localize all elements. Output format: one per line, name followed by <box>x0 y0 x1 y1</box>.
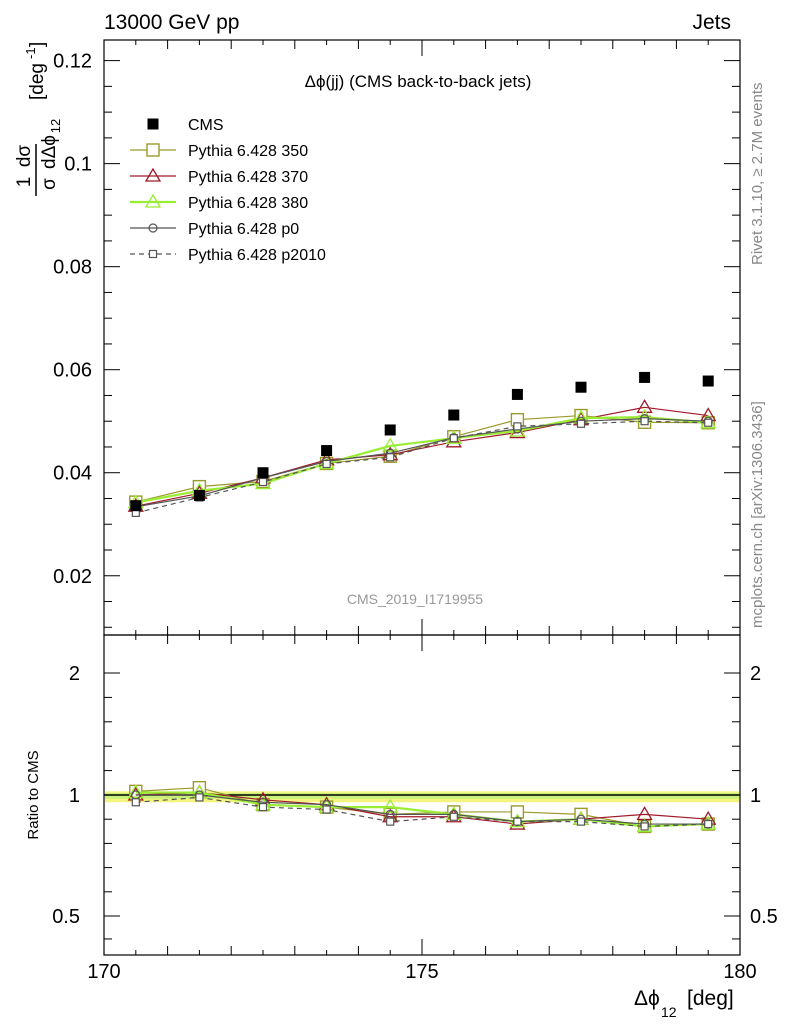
y-tick-label: 0.08 <box>53 257 92 279</box>
data-point-cms <box>193 489 205 501</box>
y-tick-label: 0.1 <box>64 154 92 176</box>
data-point-pythia-6-428-p2010 <box>449 434 458 443</box>
y-tick-label: 0.02 <box>53 566 92 588</box>
legend-marker-pythia-6-428-350 <box>146 143 160 157</box>
y-axis-title: 1 dσ σ dΔϕ 12 [deg -1 ] <box>14 42 63 196</box>
legend-label-pythia-6-428-350: Pythia 6.428 350 <box>188 143 308 160</box>
legend-label-cms: CMS <box>188 117 224 134</box>
ratio-point-pythia-6-428-380 <box>382 798 399 813</box>
series-line-pythia-6-428-350 <box>135 414 709 503</box>
ratio-tick-label-right: 0.5 <box>750 906 778 928</box>
y-tick-label: 0.04 <box>53 463 92 485</box>
data-point-cms <box>702 375 714 387</box>
legend-label-pythia-6-428-380: Pythia 6.428 380 <box>188 195 308 212</box>
svg-text:σ: σ <box>39 178 60 190</box>
data-point-cms <box>257 467 269 479</box>
plot-title: Δϕ(jj) (CMS back-to-back jets) <box>305 72 532 91</box>
svg-text:[deg: [deg <box>27 63 48 100</box>
svg-text:-1: -1 <box>23 47 38 59</box>
data-point-cms <box>321 445 333 457</box>
mcplots-label: mcplots.cern.ch [arXiv:1306.3436] <box>749 401 766 628</box>
data-point-cms <box>575 381 587 393</box>
ratio-point-pythia-6-428-370 <box>636 806 653 821</box>
ratio-point-pythia-6-428-380 <box>127 784 144 799</box>
ratio-series-layer <box>127 780 717 834</box>
ratio-tick-label-right: 2 <box>750 663 761 685</box>
data-point-cms <box>384 424 396 436</box>
ratio-point-pythia-6-428-p2010 <box>449 812 458 821</box>
data-point-pythia-6-428-p2010 <box>513 422 522 431</box>
x-tick-label: 180 <box>723 961 756 983</box>
rivet-info-label: Rivet 3.1.10, ≥ 2.7M events <box>749 83 766 266</box>
legend-marker-pythia-6-428-370 <box>144 167 162 182</box>
data-point-pythia-6-428-370 <box>636 399 653 413</box>
svg-text:12: 12 <box>48 119 63 133</box>
ratio-tick-label-right: 1 <box>750 785 761 807</box>
series-line-pythia-6-428-370 <box>135 406 709 507</box>
legend-marker-pythia-6-428-380 <box>144 193 162 208</box>
ratio-point-pythia-6-428-p2010 <box>576 817 586 826</box>
ratio-tick-label: 2 <box>69 663 80 685</box>
svg-text:]: ] <box>27 42 48 47</box>
series-layer <box>127 371 717 518</box>
data-point-pythia-6-428-p2010 <box>640 417 649 426</box>
svg-text:1: 1 <box>14 177 35 188</box>
data-point-cms <box>639 371 651 383</box>
svg-text:Δϕ: Δϕ <box>634 987 660 1010</box>
legend-label-pythia-6-428-p0: Pythia 6.428 p0 <box>188 221 299 238</box>
data-uncertainty-band-inner <box>105 793 739 799</box>
ratio-point-pythia-6-428-p2010 <box>704 819 713 829</box>
ratio-point-pythia-6-428-p2010 <box>195 793 204 802</box>
legend-marker-pythia-6-428-p0 <box>148 223 158 233</box>
ratio-line-pythia-6-428-p0 <box>135 794 709 825</box>
ratio-line-pythia-6-428-p2010 <box>135 796 709 828</box>
data-point-pythia-6-428-380 <box>382 437 399 452</box>
ratio-point-pythia-6-428-p2010 <box>322 805 331 814</box>
ratio-point-pythia-6-428-p2010 <box>131 798 140 807</box>
ratio-tick-label: 0.5 <box>52 906 80 928</box>
legend-label-pythia-6-428-p2010: Pythia 6.428 p2010 <box>188 247 326 264</box>
svg-text:[deg]: [deg] <box>687 987 734 1010</box>
ratio-point-pythia-6-428-p2010 <box>386 817 395 826</box>
data-point-pythia-6-428-p2010 <box>386 453 395 462</box>
data-point-pythia-6-428-p2010 <box>576 419 586 428</box>
axis-ticks-layer: 170 175 180 0.02 0.04 0.06 0.08 0.1 0.12 0.5 0.5 1 1… <box>52 40 778 983</box>
data-point-pythia-6-428-p2010 <box>704 418 713 427</box>
data-point-pythia-6-428-p2010 <box>322 459 331 469</box>
ratio-point-pythia-6-428-p2010 <box>513 817 522 826</box>
y-tick-label: 0.06 <box>53 360 92 382</box>
data-point-pythia-6-428-p2010 <box>258 477 268 487</box>
analysis-label: CMS_2019_I1719955 <box>347 591 483 607</box>
data-point-cms <box>448 409 460 421</box>
x-tick-label: 170 <box>87 961 120 983</box>
ratio-line-pythia-6-428-370 <box>135 791 709 825</box>
ratio-y-axis-label: Ratio to CMS <box>25 750 42 839</box>
svg-text:dΔϕ: dΔϕ <box>39 135 60 169</box>
ratio-tick-label: 1 <box>69 785 80 807</box>
jets-label: Jets <box>692 11 731 34</box>
energy-label: 13000 GeV pp <box>104 11 239 34</box>
series-line-pythia-6-428-p0 <box>135 418 709 508</box>
legend: CMS Pythia 6.428 350 Pythia 6.428 370 Pythi… <box>130 117 326 264</box>
legend-marker-cms <box>147 118 159 130</box>
x-axis-title: Δϕ 12 [deg] <box>634 987 734 1020</box>
data-point-cms <box>511 388 523 400</box>
data-point-cms <box>130 500 142 512</box>
series-line-pythia-6-428-p2010 <box>135 420 709 514</box>
legend-marker-pythia-6-428-p2010 <box>148 249 158 259</box>
svg-text:dσ: dσ <box>14 145 35 168</box>
svg-text:12: 12 <box>661 1004 677 1020</box>
ratio-point-pythia-6-428-p2010 <box>258 802 268 812</box>
ratio-point-pythia-6-428-p2010 <box>640 822 649 831</box>
legend-label-pythia-6-428-370: Pythia 6.428 370 <box>188 169 308 186</box>
x-tick-label: 175 <box>405 961 438 983</box>
y-tick-label: 0.12 <box>53 51 92 73</box>
